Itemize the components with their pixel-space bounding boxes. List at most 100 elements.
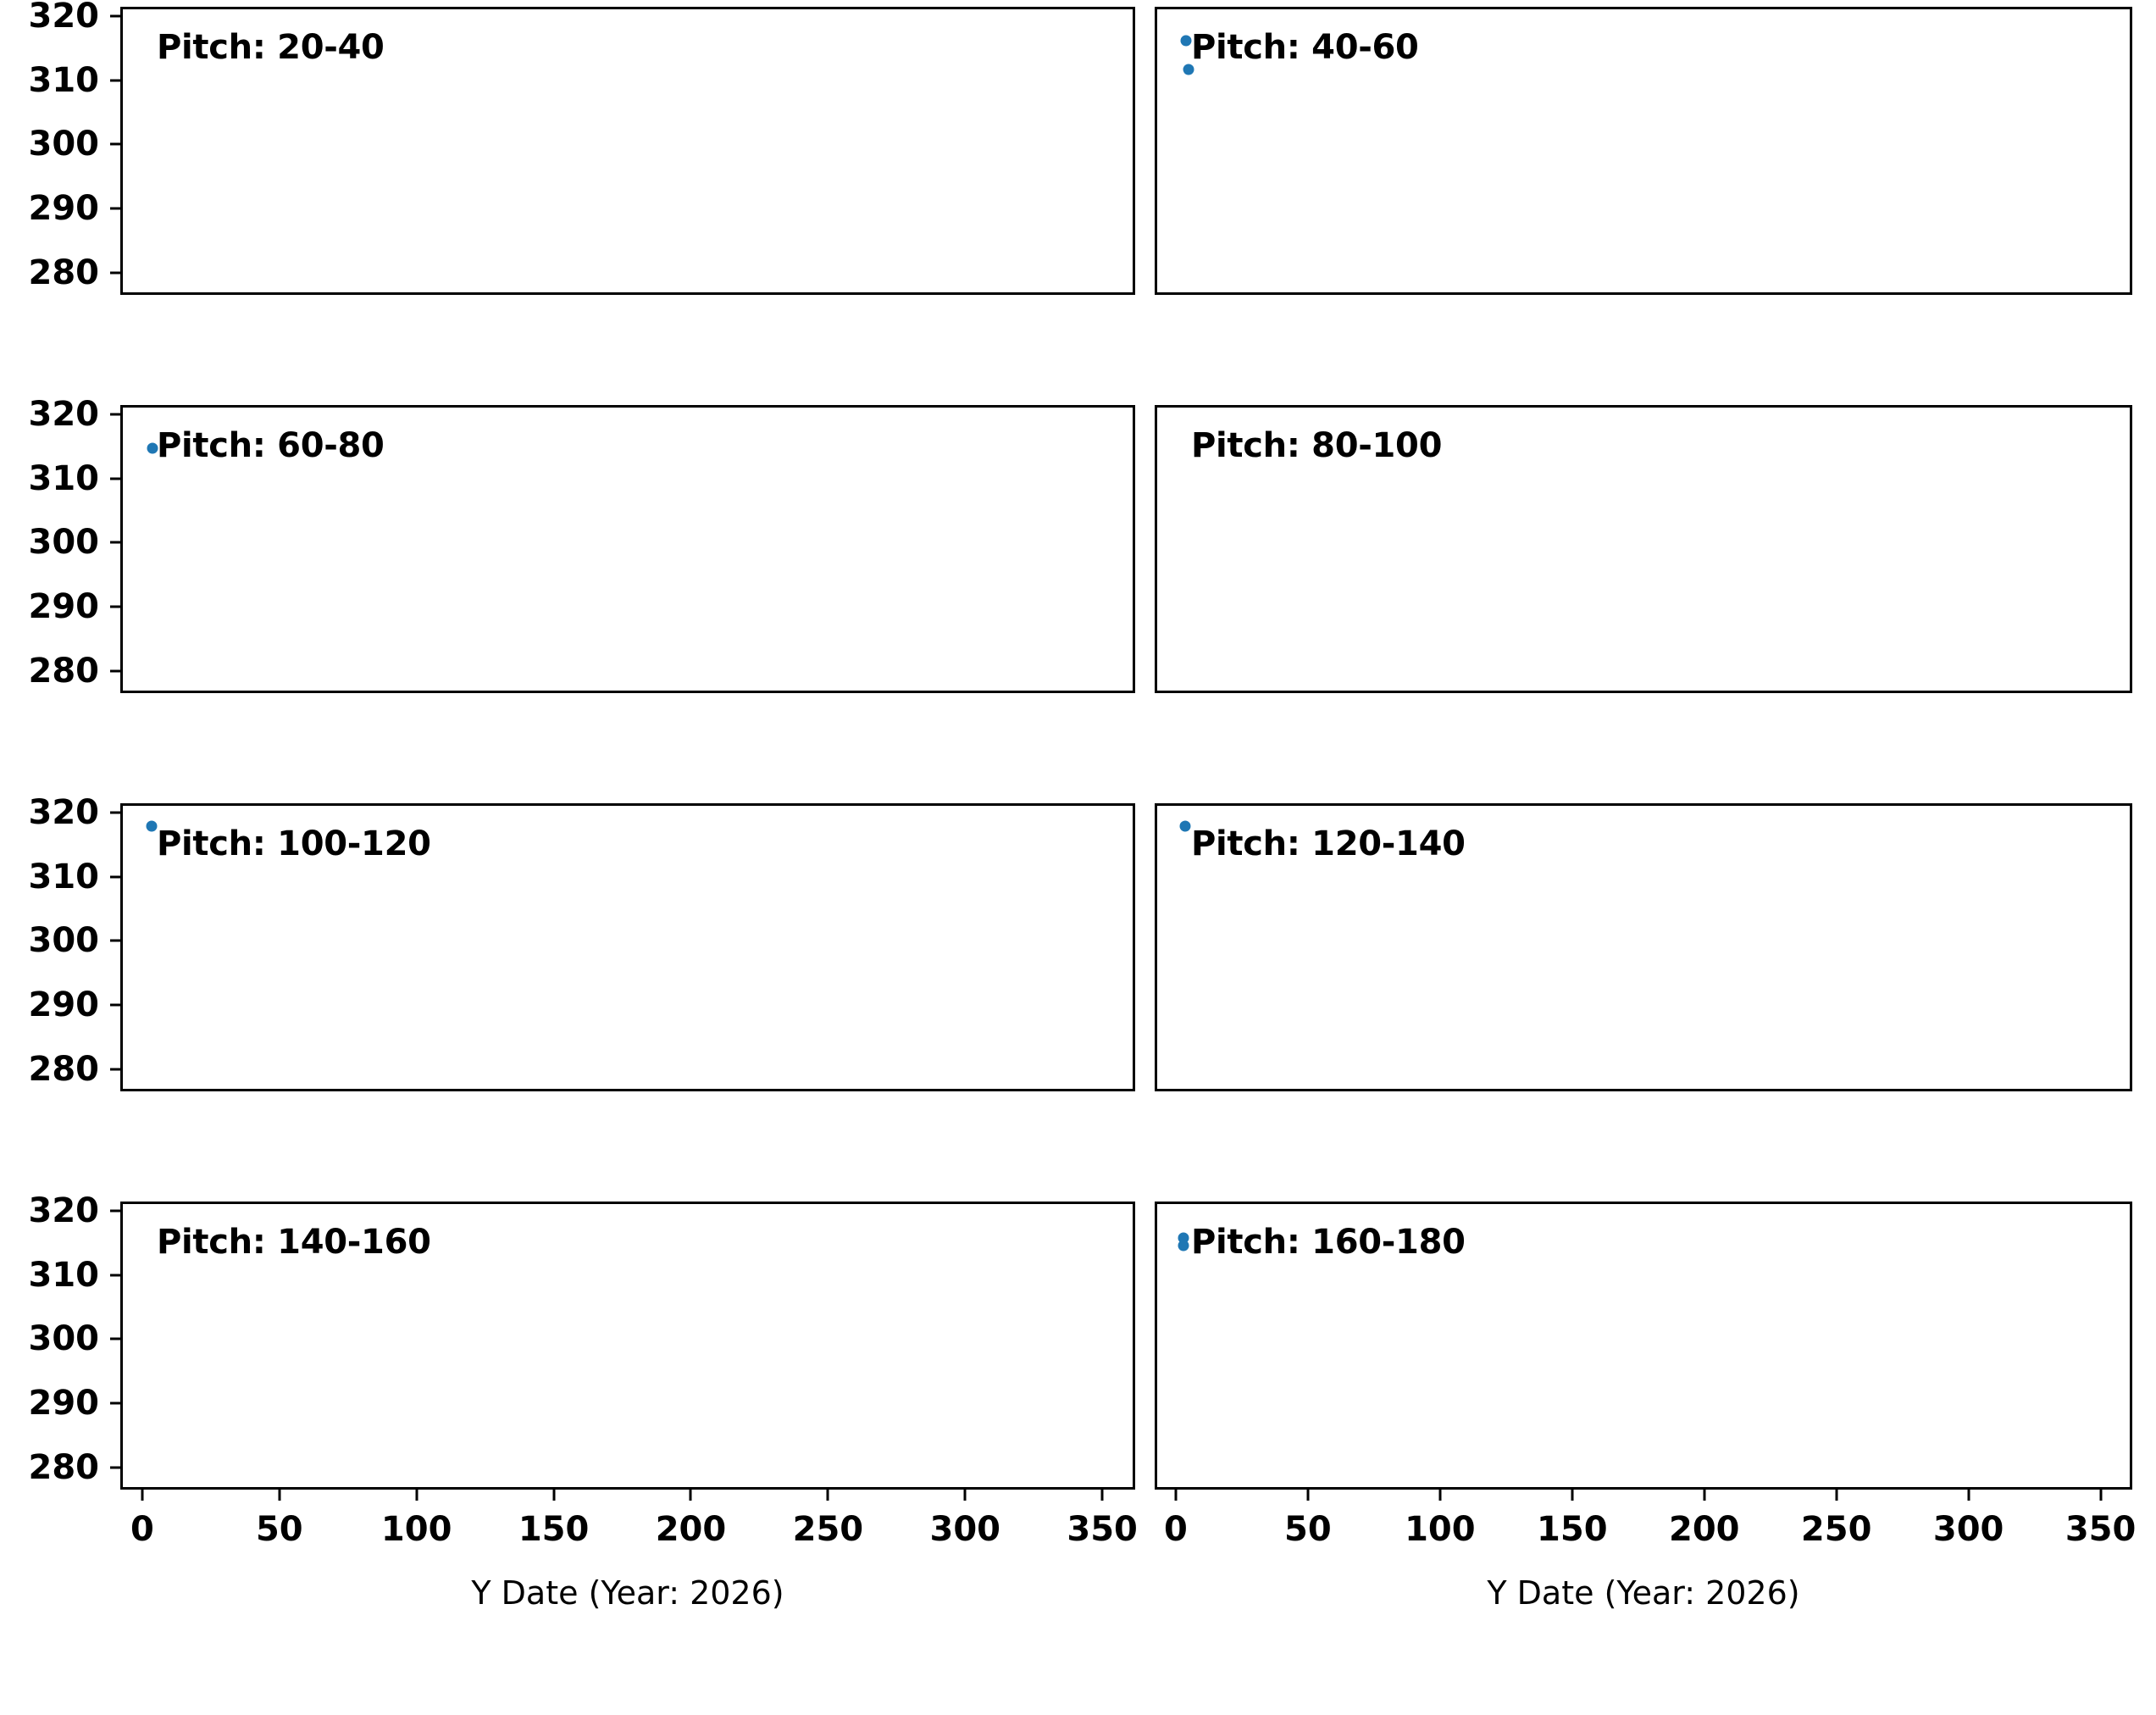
y-tick-mark xyxy=(110,605,120,608)
y-tick-mark xyxy=(110,1337,120,1340)
y-tick-mark xyxy=(110,271,120,275)
data-point xyxy=(1179,820,1191,832)
y-tick-mark xyxy=(110,142,120,146)
x-tick-label: 0 xyxy=(130,1510,154,1549)
data-point xyxy=(1180,35,1192,47)
subplot-panel: Pitch: 80-100 xyxy=(1155,405,2132,693)
y-tick-label: 280 xyxy=(28,1049,100,1089)
data-point xyxy=(147,442,158,454)
panel-annotation: Pitch: 140-160 xyxy=(157,1223,431,1262)
y-tick-label: 280 xyxy=(28,253,100,292)
y-tick-label: 290 xyxy=(28,189,100,228)
x-tick-label: 250 xyxy=(1800,1510,1872,1549)
y-tick-mark xyxy=(110,1209,120,1213)
plot-area xyxy=(1157,1204,2130,1487)
plot-area xyxy=(1157,806,2130,1089)
subplot-panel: Pitch: 160-180 xyxy=(1155,1202,2132,1490)
data-point xyxy=(1178,1240,1189,1252)
y-tick-label: 320 xyxy=(28,793,100,833)
x-tick-mark xyxy=(1306,1490,1310,1501)
plot-area xyxy=(123,408,1133,691)
plot-area xyxy=(1157,9,2130,292)
x-tick-label: 200 xyxy=(1668,1510,1740,1549)
plot-area xyxy=(123,806,1133,1089)
y-tick-label: 290 xyxy=(28,1384,100,1423)
y-tick-mark xyxy=(110,541,120,544)
data-point xyxy=(146,820,158,832)
panel-annotation: Pitch: 80-100 xyxy=(1191,426,1443,465)
y-tick-label: 310 xyxy=(28,857,100,896)
y-tick-mark xyxy=(110,1466,120,1469)
panel-annotation: Pitch: 100-120 xyxy=(157,824,431,863)
x-tick-label: 150 xyxy=(1537,1510,1608,1549)
x-tick-mark xyxy=(278,1490,281,1501)
x-tick-label: 100 xyxy=(380,1510,452,1549)
x-axis-label: Y Date (Year: 2026) xyxy=(471,1574,784,1612)
x-tick-mark xyxy=(1835,1490,1838,1501)
x-tick-mark xyxy=(2099,1490,2103,1501)
y-tick-mark xyxy=(110,939,120,942)
y-tick-label: 300 xyxy=(28,921,100,961)
x-tick-label: 200 xyxy=(655,1510,727,1549)
x-tick-mark xyxy=(1703,1490,1706,1501)
x-tick-label: 350 xyxy=(2065,1510,2137,1549)
y-tick-label: 310 xyxy=(28,60,100,100)
y-tick-mark xyxy=(110,207,120,210)
y-tick-mark xyxy=(110,1401,120,1405)
panel-annotation: Pitch: 120-140 xyxy=(1191,824,1466,863)
x-tick-mark xyxy=(1174,1490,1178,1501)
panel-annotation: Pitch: 160-180 xyxy=(1191,1223,1466,1262)
y-tick-mark xyxy=(110,1274,120,1277)
x-tick-label: 350 xyxy=(1067,1510,1138,1549)
subplot-panel: Pitch: 60-80 xyxy=(120,405,1135,693)
y-tick-label: 300 xyxy=(28,125,100,164)
y-tick-mark xyxy=(110,875,120,879)
y-tick-label: 320 xyxy=(28,1191,100,1231)
y-tick-mark xyxy=(110,1068,120,1071)
x-tick-mark xyxy=(141,1490,144,1501)
x-axis-label: Y Date (Year: 2026) xyxy=(1487,1574,1800,1612)
y-tick-label: 280 xyxy=(28,651,100,691)
x-tick-mark xyxy=(826,1490,829,1501)
x-tick-label: 50 xyxy=(1284,1510,1332,1549)
y-tick-mark xyxy=(110,413,120,416)
subplot-panel: Pitch: 120-140 xyxy=(1155,803,2132,1091)
y-tick-label: 320 xyxy=(28,395,100,435)
x-tick-mark xyxy=(963,1490,967,1501)
subplot-panel: Pitch: 140-160 xyxy=(120,1202,1135,1490)
x-tick-label: 100 xyxy=(1405,1510,1476,1549)
y-tick-label: 310 xyxy=(28,1255,100,1295)
subplot-panel: Pitch: 100-120 xyxy=(120,803,1135,1091)
y-tick-label: 290 xyxy=(28,985,100,1024)
x-tick-mark xyxy=(1967,1490,1970,1501)
y-tick-label: 300 xyxy=(28,523,100,563)
x-tick-label: 300 xyxy=(929,1510,1001,1549)
subplot-panel: Pitch: 20-40 xyxy=(120,7,1135,295)
panel-annotation: Pitch: 20-40 xyxy=(157,28,385,67)
panel-annotation: Pitch: 60-80 xyxy=(157,426,385,465)
x-tick-label: 300 xyxy=(1932,1510,2004,1549)
y-tick-label: 320 xyxy=(28,0,100,36)
y-tick-mark xyxy=(110,477,120,480)
x-tick-mark xyxy=(1438,1490,1442,1501)
x-tick-mark xyxy=(1571,1490,1574,1501)
y-tick-mark xyxy=(110,669,120,673)
x-tick-mark xyxy=(689,1490,692,1501)
y-tick-label: 300 xyxy=(28,1319,100,1359)
subplot-panel: Pitch: 40-60 xyxy=(1155,7,2132,295)
x-tick-mark xyxy=(1100,1490,1104,1501)
y-tick-mark xyxy=(110,1003,120,1007)
y-tick-label: 310 xyxy=(28,458,100,498)
data-point xyxy=(1183,64,1194,75)
y-tick-mark xyxy=(110,79,120,82)
x-tick-label: 250 xyxy=(792,1510,864,1549)
x-tick-mark xyxy=(415,1490,418,1501)
x-tick-label: 150 xyxy=(518,1510,590,1549)
x-tick-label: 0 xyxy=(1164,1510,1188,1549)
y-tick-label: 280 xyxy=(28,1447,100,1487)
y-tick-mark xyxy=(110,811,120,814)
y-tick-mark xyxy=(110,14,120,18)
y-tick-label: 290 xyxy=(28,587,100,626)
x-tick-label: 50 xyxy=(255,1510,303,1549)
